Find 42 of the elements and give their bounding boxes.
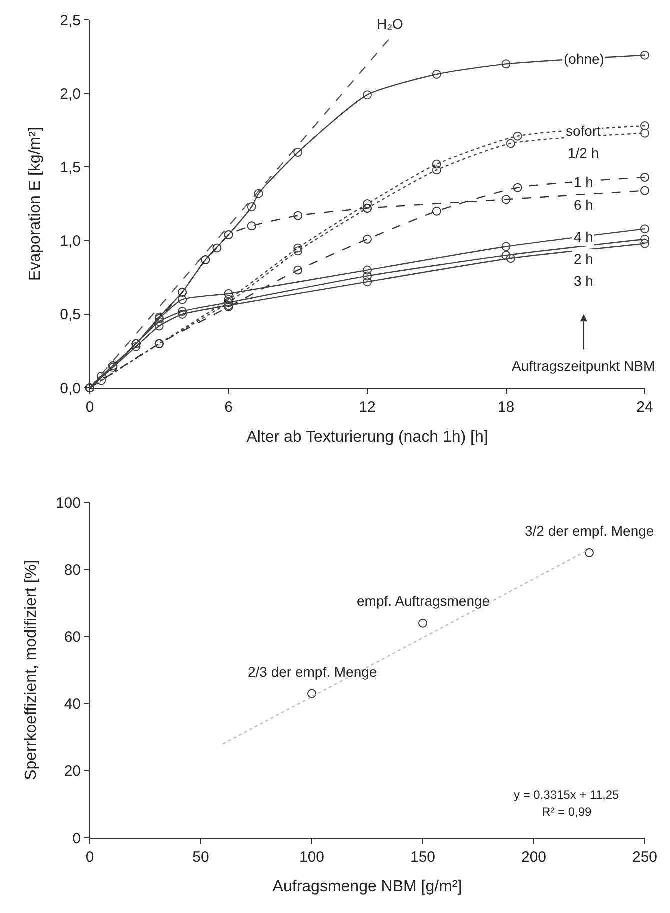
x-tick-label: 12 bbox=[359, 399, 376, 416]
y-tick-label: 0,5 bbox=[60, 306, 81, 324]
x-axis-title: Aufragsmenge NBM [g/m²] bbox=[272, 878, 462, 896]
y-tick-label: 20 bbox=[64, 763, 81, 780]
y-tick-label: 2,0 bbox=[60, 86, 81, 103]
series-label: 1/2 h bbox=[568, 145, 600, 161]
y-tick-label: 0,0 bbox=[60, 380, 81, 398]
y-tick-label: 100 bbox=[56, 494, 81, 512]
x-tick-label: 0 bbox=[86, 399, 94, 416]
x-tick-label: 100 bbox=[299, 849, 325, 866]
series-label: sofort bbox=[566, 123, 602, 139]
annotation: Auftragszeitpunkt NBM bbox=[512, 358, 656, 374]
series-label: 4 h bbox=[574, 229, 594, 245]
y-tick-label: 40 bbox=[64, 696, 81, 714]
x-tick-label: 18 bbox=[498, 399, 515, 416]
annotation: R² = 0,99 bbox=[542, 805, 592, 819]
series-label: 1 h bbox=[574, 174, 594, 190]
annotation: y = 0,3315x + 11,25 bbox=[514, 788, 620, 802]
series-label: 6 h bbox=[574, 197, 594, 213]
annotation: empf. Auftragsmenge bbox=[357, 593, 490, 609]
y-tick-label: 60 bbox=[64, 629, 81, 646]
y-axis-title: Sperrkoeffizient, modifiziert [%] bbox=[22, 560, 40, 780]
x-tick-label: 200 bbox=[521, 849, 547, 866]
series-label: H₂O bbox=[377, 16, 404, 32]
x-tick-label: 250 bbox=[632, 849, 658, 866]
y-tick-label: 1,0 bbox=[60, 233, 81, 250]
x-tick-label: 6 bbox=[224, 399, 233, 416]
series-label: (ohne) bbox=[564, 51, 604, 67]
x-tick-label: 24 bbox=[636, 399, 654, 416]
x-axis-title: Alter ab Texturierung (nach 1h) [h] bbox=[246, 428, 488, 446]
annotation: 3/2 der empf. Menge bbox=[525, 523, 654, 539]
y-tick-label: 1,5 bbox=[60, 159, 81, 176]
x-tick-label: 0 bbox=[86, 849, 94, 866]
y-tick-label: 2,5 bbox=[60, 12, 81, 30]
x-tick-label: 150 bbox=[410, 849, 436, 866]
y-tick-label: 0 bbox=[72, 830, 81, 848]
series-label: 2 h bbox=[574, 251, 594, 267]
annotation: 2/3 der empf. Menge bbox=[248, 664, 378, 680]
x-tick-label: 50 bbox=[192, 849, 210, 866]
y-tick-label: 80 bbox=[64, 562, 81, 579]
series-label: 3 h bbox=[574, 273, 594, 289]
y-axis-title: Evaporation E [kg/m²] bbox=[27, 127, 44, 281]
